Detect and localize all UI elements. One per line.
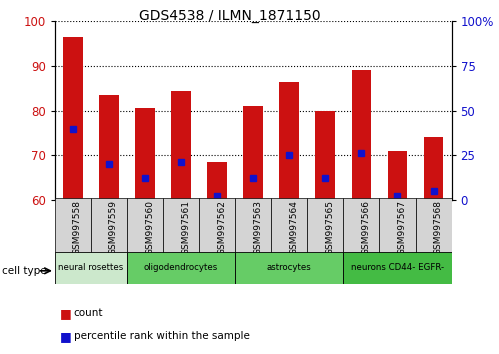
Text: GSM997568: GSM997568 [434, 200, 443, 256]
Bar [235, 198, 271, 253]
Text: count: count [74, 308, 103, 318]
Text: GSM997564: GSM997564 [289, 200, 298, 255]
Text: GSM997566: GSM997566 [361, 200, 370, 256]
Bar [424, 137, 444, 200]
Bar [127, 198, 163, 253]
Bar [127, 252, 235, 284]
Text: oligodendrocytes: oligodendrocytes [144, 263, 218, 273]
Bar [199, 198, 235, 253]
Text: cell type: cell type [2, 266, 47, 276]
Text: GSM997560: GSM997560 [145, 200, 154, 256]
Text: GDS4538 / ILMN_1871150: GDS4538 / ILMN_1871150 [139, 9, 320, 23]
Text: neurons CD44- EGFR-: neurons CD44- EGFR- [351, 263, 444, 273]
Text: neural rosettes: neural rosettes [58, 263, 124, 273]
Bar [279, 81, 299, 200]
Bar [163, 198, 199, 253]
Text: ■: ■ [60, 307, 72, 320]
Bar [63, 37, 83, 200]
Text: GSM997562: GSM997562 [217, 200, 226, 255]
Bar [315, 110, 335, 200]
Bar [379, 198, 416, 253]
Bar [55, 252, 127, 284]
Text: percentile rank within the sample: percentile rank within the sample [74, 331, 250, 341]
Bar [171, 91, 191, 200]
Text: ■: ■ [60, 330, 72, 343]
Bar [343, 252, 452, 284]
Text: GSM997561: GSM997561 [181, 200, 190, 256]
Bar [271, 198, 307, 253]
Bar [388, 151, 407, 200]
Bar [343, 198, 379, 253]
Bar [351, 70, 371, 200]
Bar [307, 198, 343, 253]
Text: GSM997565: GSM997565 [325, 200, 334, 256]
Bar [244, 106, 263, 200]
Text: GSM997563: GSM997563 [253, 200, 262, 256]
Bar [207, 162, 227, 200]
Text: GSM997567: GSM997567 [398, 200, 407, 256]
Text: GSM997558: GSM997558 [73, 200, 82, 256]
Bar [135, 108, 155, 200]
Bar [55, 198, 91, 253]
Bar [235, 252, 343, 284]
Bar [99, 95, 119, 200]
Text: GSM997559: GSM997559 [109, 200, 118, 256]
Bar [91, 198, 127, 253]
Text: astrocytes: astrocytes [267, 263, 312, 273]
Bar [416, 198, 452, 253]
